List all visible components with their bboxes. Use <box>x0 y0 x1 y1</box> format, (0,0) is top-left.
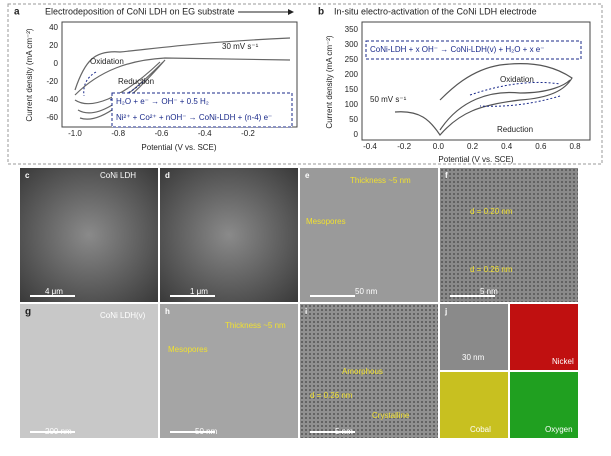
image-text: Crystalline <box>372 411 410 420</box>
y-tick-label: -40 <box>46 95 58 104</box>
element-map <box>510 304 578 370</box>
top-border <box>7 3 603 165</box>
equation: Ni²⁺ + Co²⁺ + nOH⁻ → CoNi-LDH + (n-4) e⁻ <box>116 113 272 122</box>
y-tick-label: 50 <box>349 115 358 124</box>
image-text: 50 nm <box>195 427 218 436</box>
image-text: CoNi LDH(v) <box>100 311 146 320</box>
micrograph <box>160 168 298 302</box>
image-text: Mesopores <box>306 217 346 226</box>
panel-label: d <box>165 171 170 180</box>
panel-title: Electrodeposition of CoNi LDH on EG subs… <box>45 6 235 16</box>
micrograph <box>160 304 298 438</box>
annotation: Oxidation <box>90 57 124 66</box>
panel-label: a <box>14 7 20 18</box>
equation-box <box>365 40 582 60</box>
panel-label: h <box>165 307 170 316</box>
annotation: 30 mV s⁻¹ <box>222 42 259 51</box>
image-text: Amorphous <box>342 367 383 376</box>
annotation: 50 mV s⁻¹ <box>370 95 407 104</box>
y-tick-label: 20 <box>49 41 58 50</box>
x-tick-label: -0.4 <box>363 142 377 151</box>
x-tick-label: -0.6 <box>155 129 169 138</box>
image-text: Thickness ~5 nm <box>350 176 411 185</box>
arrow <box>479 95 561 107</box>
y-tick-label: 150 <box>345 85 359 94</box>
x-tick-label: -0.8 <box>111 129 125 138</box>
annotation: Reduction <box>497 125 533 134</box>
equation: CoNi-LDH + x OH⁻ → CoNi-LDH(v) + H₂O + x… <box>370 45 544 54</box>
image-text: Cobal <box>470 425 491 434</box>
y-axis-label: Current density (mA cm⁻²) <box>25 28 34 121</box>
micrograph <box>300 304 438 438</box>
panel-label: f <box>445 171 448 180</box>
image-text: d = 0.20 nm <box>470 207 513 216</box>
image-text: 4 μm <box>45 287 63 296</box>
image-text: 5 nm <box>335 427 353 436</box>
panel-label: i <box>305 307 307 316</box>
panel-label: b <box>318 7 324 18</box>
panel-label: e <box>305 171 310 180</box>
x-axis-label: Potential (V vs. SCE) <box>141 143 216 152</box>
cv-curve <box>74 37 291 120</box>
y-tick-label: 40 <box>49 23 58 32</box>
annotation: Oxidation <box>500 75 534 84</box>
panel-title: In-situ electro-activation of the CoNi L… <box>334 6 537 16</box>
image-text: Nickel <box>552 357 574 366</box>
panel-label: j <box>444 307 447 316</box>
image-text: Mesopores <box>168 345 208 354</box>
x-tick-label: -0.4 <box>198 129 212 138</box>
x-axis-label: Potential (V vs. SCE) <box>438 155 513 164</box>
y-tick-label: 0 <box>54 59 59 68</box>
micrograph <box>20 168 158 302</box>
micrograph <box>440 168 578 302</box>
y-tick-label: -20 <box>46 77 58 86</box>
y-tick-label: 350 <box>345 25 359 34</box>
equation-box <box>111 92 293 128</box>
image-text: Thickness ~5 nm <box>225 321 286 330</box>
arrow <box>83 71 97 97</box>
image-text: Oxygen <box>545 425 573 434</box>
y-tick-label: 100 <box>345 100 359 109</box>
x-tick-label: 0.8 <box>569 142 581 151</box>
y-tick-label: 0 <box>354 130 359 139</box>
x-tick-label: 0.4 <box>501 142 513 151</box>
x-tick-label: 0.0 <box>433 142 445 151</box>
x-tick-label: -0.2 <box>241 129 255 138</box>
panel-label: c <box>25 171 30 180</box>
image-text: 1 μm <box>190 287 208 296</box>
image-text: 5 nm <box>480 287 498 296</box>
image-text: 50 nm <box>355 287 378 296</box>
y-tick-label: 250 <box>345 55 359 64</box>
image-text: d = 0.26 nm <box>470 265 513 274</box>
image-text: d = 0.26 nm <box>310 391 353 400</box>
element-map <box>440 304 508 370</box>
arrow <box>469 81 561 96</box>
cv-curve <box>394 63 573 136</box>
y-tick-label: 300 <box>345 40 359 49</box>
y-tick-label: 200 <box>345 70 359 79</box>
arrowhead <box>288 9 294 15</box>
plot-frame <box>361 21 591 141</box>
image-text: 200 nm <box>45 427 72 436</box>
element-map <box>440 372 508 438</box>
micrograph <box>20 304 158 438</box>
y-axis-label: Current density (mA cm⁻²) <box>325 35 334 128</box>
micrograph <box>300 168 438 302</box>
panel-label: g <box>25 307 31 318</box>
image-text: 30 nm <box>462 353 485 362</box>
x-tick-label: -1.0 <box>68 129 82 138</box>
y-tick-label: -60 <box>46 113 58 122</box>
x-tick-label: 0.6 <box>535 142 547 151</box>
equation: H₂O + e⁻ → OH⁻ + 0.5 H₂ <box>116 97 209 106</box>
x-tick-label: -0.2 <box>397 142 411 151</box>
x-tick-label: 0.2 <box>467 142 479 151</box>
image-text: CoNi LDH <box>100 171 136 180</box>
annotation: Reduction <box>118 77 154 86</box>
element-map <box>510 372 578 438</box>
